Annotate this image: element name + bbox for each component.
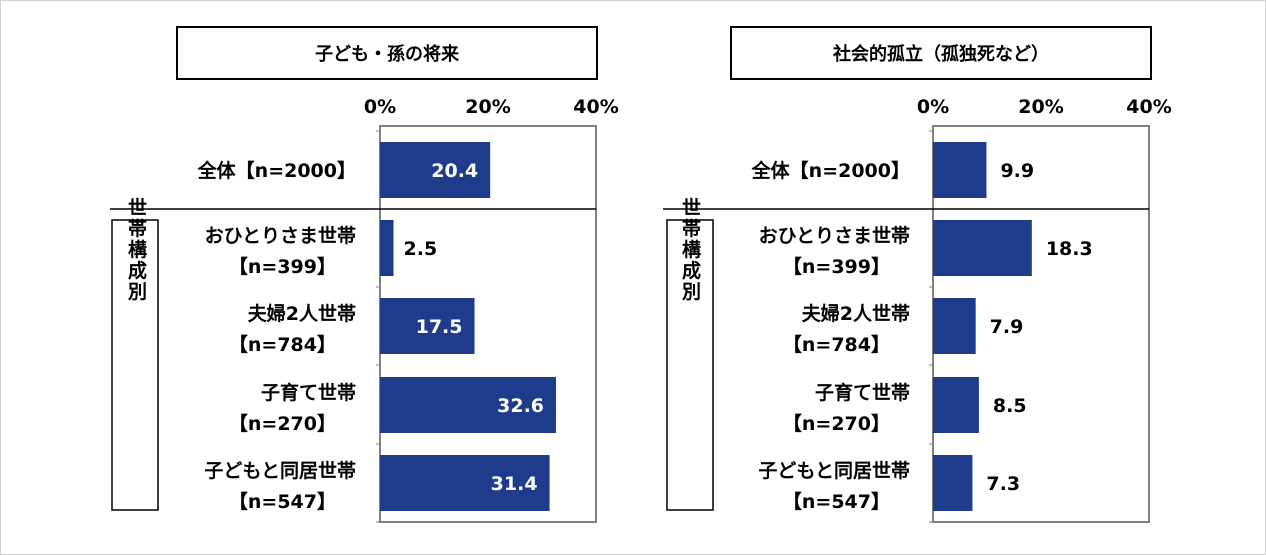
- chart2-bar: [933, 142, 987, 198]
- chart1-title: 子ども・孫の将来: [315, 43, 460, 65]
- chart1-tick-label: 0%: [364, 96, 396, 118]
- chart2-bar: [933, 455, 973, 511]
- chart1-tick-label: 20%: [465, 96, 510, 118]
- chart2-category-label: おひとりさま世帯: [759, 224, 910, 247]
- chart2-value-label: 7.3: [986, 473, 1020, 495]
- chart2-tick-label: 40%: [1126, 96, 1171, 118]
- chart2-value-label: 18.3: [1046, 238, 1093, 260]
- chart2-bar: [933, 298, 976, 354]
- chart1-title-box: [176, 26, 598, 80]
- chart1-category-sublabel: 【n=547】: [229, 490, 336, 513]
- chart2-category-label: 子どもと同居世帯: [758, 459, 910, 482]
- chart2-category-label: 夫婦2人世帯: [802, 302, 910, 325]
- chart2-tick-label: 20%: [1018, 96, 1063, 118]
- chart1-bar: [380, 377, 557, 433]
- chart2-category-sublabel: 【n=784】: [783, 333, 890, 356]
- chart1-value-label: 32.6: [497, 395, 544, 417]
- chart2-value-label: 7.9: [990, 316, 1024, 338]
- chart1-group-label: 世帯構成別: [125, 197, 147, 302]
- chart1-category-label: 子どもと同居世帯: [204, 459, 356, 482]
- chart1-category-label: 全体【n=2000】: [197, 159, 356, 182]
- chart1-tick-label: 40%: [573, 96, 618, 118]
- chart2-title-box: [730, 26, 1152, 80]
- chart1-category-sublabel: 【n=270】: [229, 412, 336, 435]
- chart1-category-sublabel: 【n=399】: [229, 255, 336, 278]
- chart2-title: 社会的孤立（孤独死など）: [833, 43, 1049, 65]
- chart2-group-box: [666, 219, 714, 511]
- chart2-category-sublabel: 【n=547】: [783, 490, 890, 513]
- chart1-category-label: 子育て世帯: [261, 381, 356, 404]
- chart1-category-sublabel: 【n=784】: [229, 333, 336, 356]
- chart1-bar: [380, 142, 491, 198]
- chart2-bar: [933, 377, 979, 433]
- chart1-value-label: 31.4: [491, 473, 538, 495]
- chart2-category-label: 全体【n=2000】: [751, 159, 910, 182]
- chart2-bar: [933, 220, 1032, 276]
- chart1-group: 子ども・孫の将来 0% 20% 40% 世帯構成別 全体【n=2000】 20.4 おひとりさ…: [110, 26, 619, 523]
- chart1-value-label: 2.5: [404, 238, 438, 260]
- chart1-category-label: おひとりさま世帯: [205, 224, 356, 247]
- chart2-group-label: 世帯構成別: [679, 197, 701, 302]
- chart2-value-label: 8.5: [993, 395, 1027, 417]
- chart2-category-sublabel: 【n=270】: [783, 412, 890, 435]
- chart2-value-label: 9.9: [1000, 160, 1034, 182]
- chart1-bar: [380, 455, 550, 511]
- chart1-value-label: 17.5: [416, 316, 463, 338]
- chart1-group-box: [111, 219, 159, 511]
- chart1-category-label: 夫婦2人世帯: [248, 302, 356, 325]
- chart2-category-sublabel: 【n=399】: [783, 255, 890, 278]
- chart2-group: 社会的孤立（孤独死など） 0% 20% 40% 世帯構成別 全体【n=2000】 9.9 おひ…: [663, 26, 1172, 523]
- chart1-bar: [380, 220, 394, 276]
- chart2-category-label: 子育て世帯: [815, 381, 910, 404]
- chart2-tick-label: 0%: [917, 96, 949, 118]
- chart1-bar: [380, 298, 475, 354]
- chart1-value-label: 20.4: [431, 160, 478, 182]
